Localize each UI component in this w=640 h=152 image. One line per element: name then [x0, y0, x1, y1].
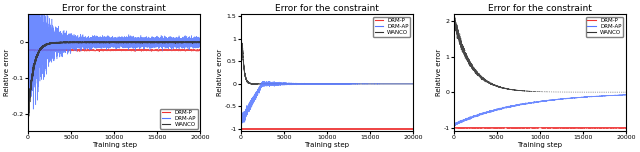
X-axis label: Training step: Training step [92, 142, 136, 148]
Y-axis label: Relative error: Relative error [217, 49, 223, 96]
Title: Error for the constraint: Error for the constraint [488, 4, 592, 13]
Title: Error for the constraint: Error for the constraint [62, 4, 166, 13]
Legend: DRM-P, DRM-AP, WANCO: DRM-P, DRM-AP, WANCO [373, 17, 410, 37]
Legend: DRM-P, DRM-AP, WANCO: DRM-P, DRM-AP, WANCO [160, 109, 198, 128]
Y-axis label: Relative error: Relative error [436, 49, 442, 96]
Y-axis label: Relative error: Relative error [4, 49, 10, 96]
X-axis label: Training step: Training step [305, 142, 349, 148]
X-axis label: Training step: Training step [517, 142, 563, 148]
Legend: DRM-P, DRM-AP, WANCO: DRM-P, DRM-AP, WANCO [586, 17, 623, 37]
Title: Error for the constraint: Error for the constraint [275, 4, 379, 13]
